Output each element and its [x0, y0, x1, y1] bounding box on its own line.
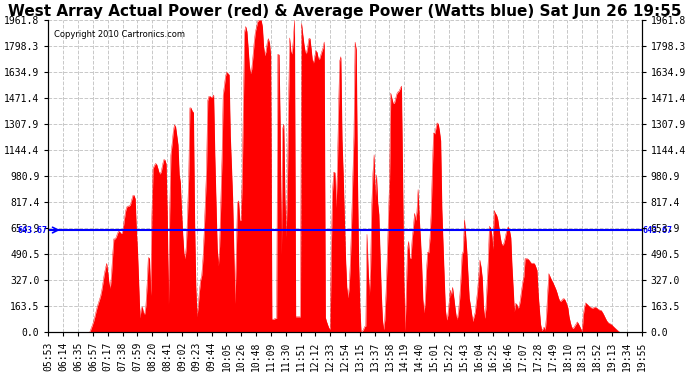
Text: 643.67: 643.67: [643, 225, 673, 234]
Text: Copyright 2010 Cartronics.com: Copyright 2010 Cartronics.com: [55, 30, 186, 39]
Text: 643.67: 643.67: [17, 225, 47, 234]
Title: West Array Actual Power (red) & Average Power (Watts blue) Sat Jun 26 19:55: West Array Actual Power (red) & Average …: [8, 4, 682, 19]
